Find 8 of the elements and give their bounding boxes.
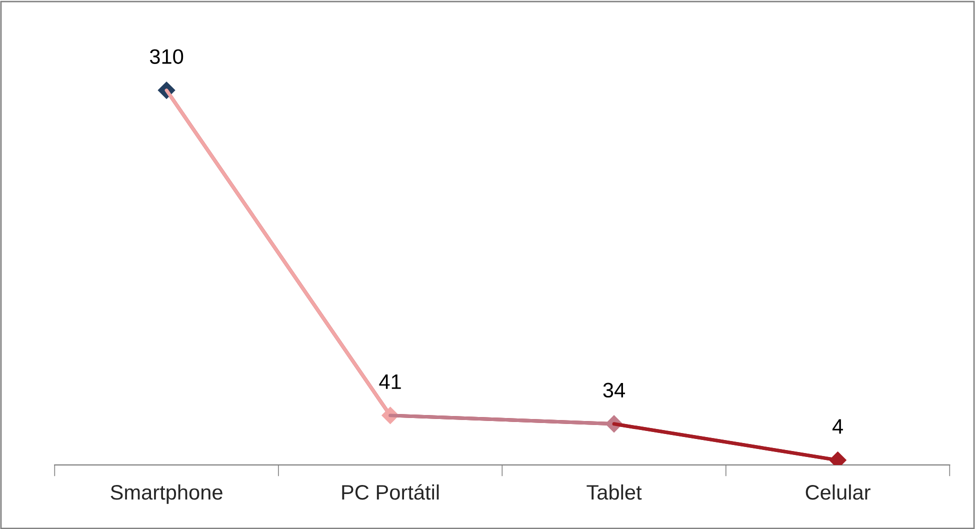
data-label: 4	[832, 419, 843, 434]
x-tick-label: PC Portátil	[342, 484, 439, 500]
x-tick-label: Tablet	[586, 484, 642, 500]
data-label: 310	[150, 49, 184, 64]
data-label: 41	[379, 374, 401, 389]
data-label: 34	[603, 382, 626, 398]
x-tick-label: Smartphone	[110, 484, 222, 504]
x-tick-label: Celular	[806, 484, 870, 500]
